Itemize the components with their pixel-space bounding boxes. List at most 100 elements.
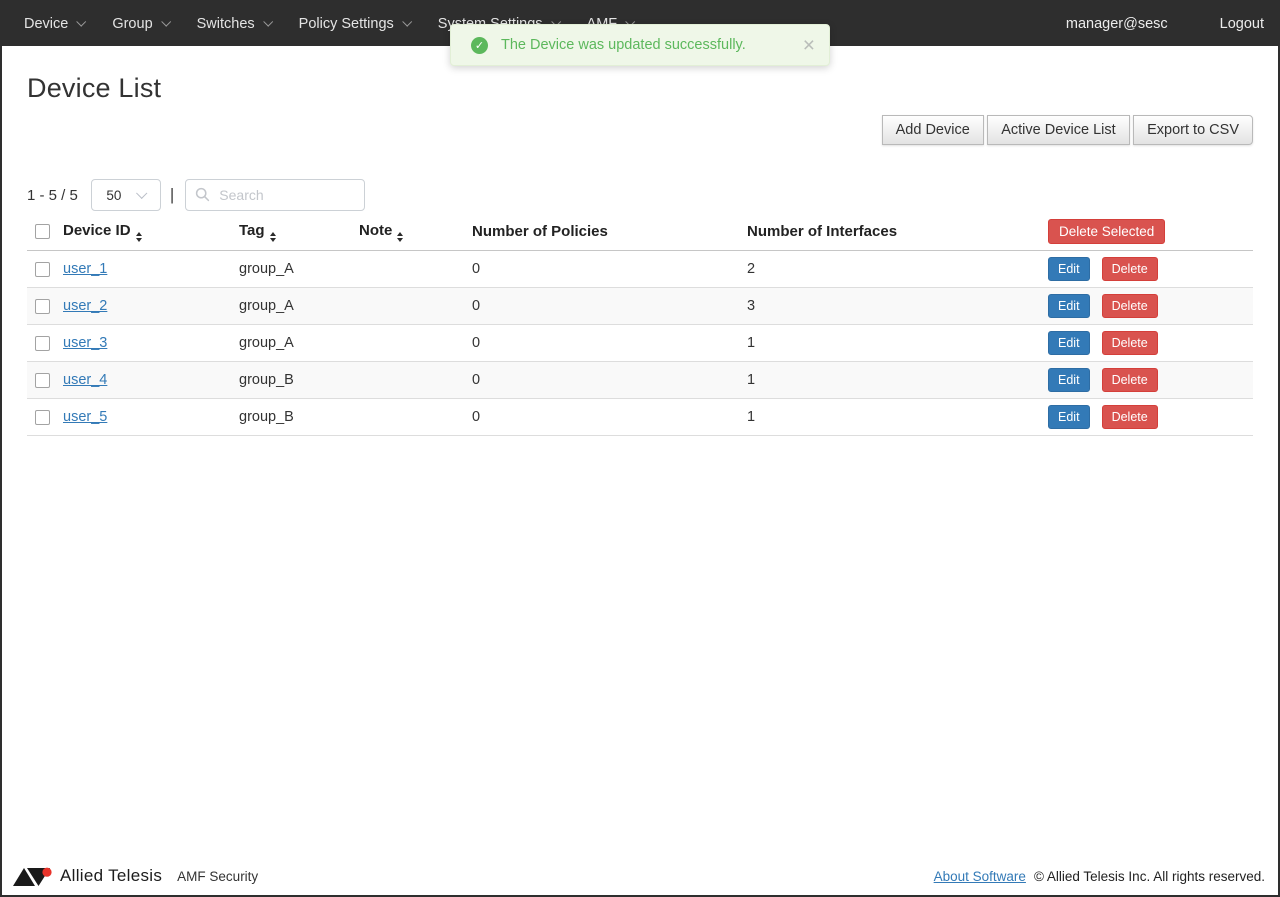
tag-cell: group_A	[231, 250, 351, 288]
user-account-label: manager@sesc	[1065, 16, 1168, 32]
note-cell	[351, 324, 464, 362]
toast-close-icon[interactable]: ×	[802, 33, 815, 57]
row-checkbox[interactable]	[35, 335, 50, 351]
nav-menu-item[interactable]: Device	[10, 2, 98, 46]
interfaces-cell: 1	[739, 361, 1040, 399]
search-icon	[196, 187, 210, 202]
allied-telesis-logo-icon	[13, 867, 52, 886]
edit-button[interactable]: Edit	[1048, 331, 1090, 355]
delete-button[interactable]: Delete	[1101, 257, 1158, 281]
row-checkbox[interactable]	[35, 298, 50, 314]
about-software-link[interactable]: About Software	[933, 868, 1026, 884]
device-table-body: user_1 group_A 0 2 Edit Delete user_2	[27, 250, 1253, 436]
pagination-range: 1 - 5 / 5	[27, 186, 78, 204]
chevron-down-icon	[262, 16, 273, 27]
row-checkbox[interactable]	[35, 409, 50, 425]
column-header-device-id[interactable]: Device ID	[55, 215, 231, 251]
column-header-interfaces: Number of Interfaces	[739, 215, 1040, 251]
note-cell	[351, 287, 464, 325]
tag-cell: group_A	[231, 287, 351, 325]
brand-name: Allied Telesis	[60, 866, 163, 885]
delete-button[interactable]: Delete	[1101, 294, 1158, 318]
delete-button[interactable]: Delete	[1101, 331, 1158, 355]
column-header-label: Tag	[239, 221, 265, 239]
delete-button[interactable]: Delete	[1101, 368, 1158, 392]
device-table-header: Device ID Tag Note Number of Policies Nu…	[27, 215, 1253, 251]
edit-button[interactable]: Edit	[1048, 368, 1090, 392]
column-header-label: Number of Policies	[472, 223, 608, 240]
sort-icon	[397, 231, 404, 242]
column-header-policies: Number of Policies	[464, 215, 739, 251]
edit-button[interactable]: Edit	[1048, 294, 1090, 318]
success-check-icon: ✓	[471, 36, 488, 54]
device-id-link[interactable]: user_2	[63, 298, 108, 314]
chevron-down-icon	[402, 16, 412, 27]
list-controls: 1 - 5 / 5 50 |	[27, 179, 1253, 211]
toolbar-button[interactable]: Active Device List	[987, 115, 1130, 145]
search-box	[185, 179, 366, 211]
interfaces-cell: 1	[739, 398, 1040, 436]
device-id-link[interactable]: user_3	[63, 335, 108, 351]
search-input[interactable]	[185, 179, 366, 211]
row-checkbox[interactable]	[35, 261, 50, 277]
nav-menu-item[interactable]: Switches	[183, 2, 285, 46]
note-cell	[351, 398, 464, 436]
toolbar-button-group: Add Device Active Device List Export to …	[881, 115, 1253, 145]
delete-button[interactable]: Delete	[1101, 405, 1158, 429]
interfaces-cell: 2	[739, 250, 1040, 288]
toolbar-button[interactable]: Export to CSV	[1133, 115, 1253, 145]
row-checkbox[interactable]	[35, 372, 50, 388]
edit-button[interactable]: Edit	[1048, 257, 1090, 281]
toast-message: The Device was updated successfully.	[501, 37, 746, 53]
nav-menu-item[interactable]: Policy Settings	[285, 2, 424, 46]
column-header-label: Device ID	[63, 221, 131, 239]
sort-icon	[135, 231, 142, 242]
copyright-text: © Allied Telesis Inc. All rights reserve…	[1033, 868, 1265, 884]
device-id-link[interactable]: user_4	[63, 372, 108, 388]
page-title: Device List	[27, 73, 162, 103]
nav-menu-item-label: Switches	[196, 16, 255, 32]
table-row: user_5 group_B 0 1 Edit Delete	[27, 398, 1253, 436]
logout-button[interactable]: Logout	[1219, 16, 1264, 32]
main-content: Device List Add Device Active Device Lis…	[2, 46, 1278, 859]
tag-cell: group_B	[231, 398, 351, 436]
sort-icon	[269, 231, 276, 242]
nav-right: manager@sesc Logout	[1066, 16, 1264, 32]
table-row: user_1 group_A 0 2 Edit Delete	[27, 250, 1253, 288]
chevron-down-icon	[136, 187, 148, 199]
success-toast: ✓ The Device was updated successfully. ×	[450, 24, 830, 66]
device-id-link[interactable]: user_5	[63, 409, 108, 425]
interfaces-cell: 3	[739, 287, 1040, 325]
policies-cell: 0	[464, 250, 739, 288]
footer-right: About Software © Allied Telesis Inc. All…	[934, 869, 1265, 884]
table-row: user_2 group_A 0 3 Edit Delete	[27, 287, 1253, 325]
toolbar: Add Device Active Device List Export to …	[27, 115, 1253, 145]
table-row: user_3 group_A 0 1 Edit Delete	[27, 324, 1253, 362]
interfaces-cell: 1	[739, 324, 1040, 362]
column-header-tag[interactable]: Tag	[231, 215, 351, 251]
toolbar-button[interactable]: Add Device	[881, 115, 984, 145]
page-size-select[interactable]: 50	[90, 179, 161, 211]
nav-menu-item[interactable]: Group	[98, 2, 182, 46]
footer: Allied Telesis AMF Security About Softwa…	[2, 859, 1278, 895]
column-header-label: Number of Interfaces	[747, 223, 898, 240]
chevron-down-icon	[160, 16, 171, 27]
policies-cell: 0	[464, 398, 739, 436]
device-table: Device ID Tag Note Number of Policies Nu…	[27, 215, 1253, 436]
device-id-link[interactable]: user_1	[63, 261, 108, 277]
page-size-value: 50	[106, 187, 122, 203]
nav-menu-item-label: Device	[24, 16, 69, 32]
tag-cell: group_B	[231, 361, 351, 399]
brand: Allied Telesis AMF Security	[12, 865, 258, 888]
delete-selected-button[interactable]: Delete Selected	[1048, 219, 1166, 244]
nav-menu-item-label: Policy Settings	[298, 16, 394, 32]
controls-divider: |	[169, 185, 175, 204]
product-name: AMF Security	[177, 868, 259, 884]
column-header-label: Note	[359, 221, 393, 239]
select-all-checkbox[interactable]	[35, 224, 50, 239]
edit-button[interactable]: Edit	[1048, 405, 1090, 429]
chevron-down-icon	[76, 16, 87, 27]
tag-cell: group_A	[231, 324, 351, 362]
column-header-note[interactable]: Note	[351, 215, 464, 251]
